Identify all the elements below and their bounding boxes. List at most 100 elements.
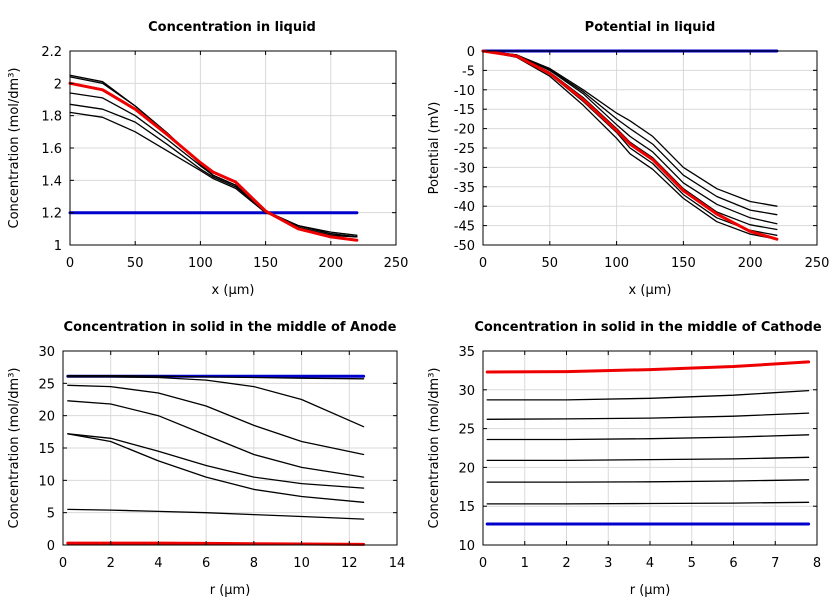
y-tick-label: 1.8: [41, 110, 62, 125]
chart-panel-3: 0 2 4 6 8 10 12 14 0 5 10 15 20 25 30 Concentration in …: [7, 320, 405, 598]
series-line-t1: [482, 50, 778, 207]
y-tick-label: -5: [462, 64, 475, 79]
y-tick-label: 25: [458, 423, 475, 438]
series-line-t4: [67, 433, 365, 489]
x-tick-label: 2: [107, 556, 115, 571]
y-tick-label: -30: [454, 161, 475, 176]
y-tick-label: 30: [38, 345, 55, 360]
series-line-t_end: [481, 49, 779, 241]
series-line-t_end: [68, 81, 359, 242]
y-tick-label: -50: [454, 239, 475, 254]
y-tick-label: -35: [454, 181, 475, 196]
chart-title: Concentration in solid in the middle of …: [64, 320, 397, 335]
x-tick-label: 50: [542, 256, 559, 271]
x-tick-label: 6: [729, 556, 737, 571]
x-tick-label: 150: [253, 256, 278, 271]
x-tick-label: 3: [604, 556, 612, 571]
x-tick-label: 0: [66, 256, 74, 271]
y-tick-label: 25: [38, 377, 55, 392]
y-tick-label: 1: [54, 239, 62, 254]
y-tick-label: 1.4: [41, 174, 62, 189]
series-line-t3: [482, 50, 778, 225]
x-tick-label: 12: [341, 556, 358, 571]
y-tick-label: 1.6: [41, 142, 62, 157]
chart-panel-2: 0 50 100 150 200 250 0 -5 -10 -15 -20 -25 -30 -35 -40 -…: [427, 20, 829, 298]
y-axis-label: Concentration (mol/dm³): [7, 68, 22, 229]
x-tick-label: 250: [805, 256, 830, 271]
series-line-t2: [67, 384, 365, 456]
series-line-t_end: [485, 360, 811, 374]
x-axis-label: x (µm): [212, 283, 255, 298]
series-line-t1: [67, 376, 365, 428]
chart-title: Concentration in liquid: [148, 20, 316, 35]
y-tick-label: -25: [454, 142, 475, 157]
chart-panel-1: 0 50 100 150 200 250 1 1.2 1.4 1.6 1.8 2 2.2 Concentr…: [7, 20, 408, 298]
y-axis-label: Potential (mV): [427, 102, 442, 195]
series-line-t_end: [66, 541, 366, 546]
x-tick-label: 10: [293, 556, 310, 571]
x-tick-label: 250: [384, 256, 409, 271]
x-tick-label: 4: [646, 556, 654, 571]
y-tick-label: 30: [458, 384, 475, 399]
y-tick-label: 2.2: [41, 45, 62, 60]
x-tick-label: 0: [59, 556, 67, 571]
x-axis-label: x (µm): [629, 283, 672, 298]
series-line-t3: [486, 456, 810, 462]
x-tick-label: 50: [127, 256, 144, 271]
series-line-t3: [69, 92, 358, 238]
series-line-t1: [486, 501, 810, 505]
x-tick-label: 4: [154, 556, 162, 571]
x-tick-label: 100: [604, 256, 629, 271]
x-tick-label: 8: [813, 556, 821, 571]
y-tick-label: 15: [458, 500, 475, 515]
y-tick-label: 0: [47, 539, 55, 554]
chart-panel-4: 0 1 2 3 4 5 6 7 8 10 15 20 25 30 35 Concentration in so…: [427, 320, 822, 598]
series-line-t6: [482, 50, 778, 240]
y-tick-label: -15: [454, 103, 475, 118]
y-tick-label: 35: [458, 345, 475, 360]
x-tick-label: 8: [250, 556, 258, 571]
chart-title: Concentration in solid in the middle of …: [474, 320, 822, 335]
x-tick-label: 6: [202, 556, 210, 571]
y-axis-label: Concentration (mol/dm³): [427, 368, 442, 529]
y-tick-label: 15: [38, 442, 55, 457]
y-tick-label: 20: [458, 461, 475, 476]
y-tick-label: 1.2: [41, 207, 62, 222]
y-tick-label: 10: [458, 539, 475, 554]
y-tick-label: -45: [454, 220, 475, 235]
y-tick-label: 20: [38, 410, 55, 425]
chart-title: Potential in liquid: [585, 20, 716, 35]
series-line-t6: [486, 389, 810, 401]
series-line-t2: [486, 479, 810, 483]
series-line-t7: [67, 508, 365, 520]
y-axis-label: Concentration (mol/dm³): [7, 368, 22, 529]
y-tick-label: 0: [467, 45, 475, 60]
series-line-t3: [67, 400, 365, 478]
x-tick-label: 200: [318, 256, 343, 271]
y-tick-label: -10: [454, 84, 475, 99]
x-tick-label: 200: [738, 256, 763, 271]
series-line-t2: [482, 50, 778, 216]
y-tick-label: 2: [54, 77, 62, 92]
x-tick-label: 2: [562, 556, 570, 571]
y-tick-label: -20: [454, 123, 475, 138]
x-tick-label: 0: [479, 256, 487, 271]
series-line-t5: [486, 412, 810, 420]
x-tick-label: 5: [688, 556, 696, 571]
y-tick-label: 10: [38, 474, 55, 489]
x-tick-label: 7: [771, 556, 779, 571]
x-tick-label: 150: [671, 256, 696, 271]
series-line-t5: [69, 74, 358, 238]
x-tick-label: 1: [521, 556, 529, 571]
y-tick-label: -40: [454, 200, 475, 215]
y-tick-label: 5: [47, 507, 55, 522]
x-tick-label: 14: [389, 556, 406, 571]
x-axis-label: r (µm): [630, 583, 671, 598]
series-line-t4: [486, 434, 810, 441]
x-tick-label: 0: [479, 556, 487, 571]
series-line-t5: [67, 374, 365, 380]
x-tick-label: 100: [188, 256, 213, 271]
x-axis-label: r (µm): [210, 583, 251, 598]
